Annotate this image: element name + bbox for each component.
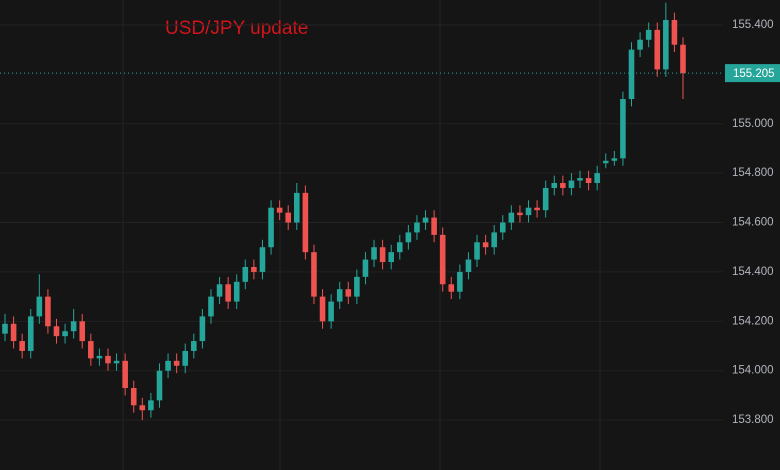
- candle-body: [620, 99, 626, 159]
- candle-body: [302, 192, 309, 253]
- candle-body: [70, 321, 77, 332]
- candle-body: [542, 187, 549, 211]
- candle-body: [233, 281, 240, 302]
- candle-body: [285, 212, 292, 223]
- candle-body: [568, 180, 575, 188]
- candle-body: [611, 158, 618, 161]
- candle-body: [122, 360, 128, 389]
- candle-body: [36, 296, 43, 317]
- y-tick-label: 154.400: [732, 266, 774, 278]
- candle-body: [379, 247, 386, 263]
- candle-body: [345, 289, 352, 297]
- candle-body: [225, 284, 231, 302]
- candle-body: [10, 323, 17, 342]
- candle-body: [628, 49, 635, 100]
- candle-body: [388, 252, 394, 263]
- candle-body: [19, 341, 25, 351]
- candle-body: [371, 247, 377, 260]
- y-tick-label: 155.000: [732, 118, 774, 130]
- last-price-label: 155.205: [733, 68, 775, 80]
- candle-body: [439, 234, 446, 285]
- candle-body: [165, 360, 171, 371]
- candle-body: [148, 400, 154, 411]
- candle-body: [319, 296, 326, 322]
- candle-body: [259, 247, 266, 272]
- candle-body: [336, 289, 343, 302]
- candle-body: [508, 212, 515, 223]
- candle-body: [551, 183, 558, 188]
- y-tick-label: 153.800: [732, 414, 774, 426]
- candle-body: [517, 212, 523, 216]
- y-tick-label: 155.400: [732, 19, 774, 31]
- last-price-box: [725, 64, 780, 83]
- y-tick-label: 154.600: [732, 217, 774, 229]
- candle-body: [465, 259, 472, 272]
- candle-body: [637, 39, 643, 50]
- candle-body: [405, 232, 412, 243]
- y-tick-label: 154.000: [732, 365, 774, 377]
- candle-body: [88, 341, 94, 359]
- candle-body: [173, 360, 180, 366]
- candle-body: [525, 207, 532, 216]
- candle-body: [354, 276, 360, 297]
- candle-body: [294, 192, 300, 223]
- y-tick-label: 154.800: [732, 167, 774, 179]
- candle-body: [328, 301, 334, 322]
- candle-body: [594, 173, 600, 184]
- candle-body: [79, 321, 86, 342]
- candle-body: [199, 316, 206, 342]
- candle-body: [585, 178, 592, 184]
- candle-body: [113, 360, 120, 364]
- candle-body: [208, 296, 214, 317]
- candle-body: [431, 217, 437, 235]
- candle-body: [53, 326, 60, 337]
- candle-body: [182, 350, 189, 366]
- candle-body: [276, 207, 283, 213]
- candle-body: [457, 271, 463, 292]
- candle-body: [448, 284, 455, 292]
- candle-body: [560, 183, 566, 188]
- candle-body: [602, 160, 609, 164]
- y-tick-label: 154.200: [732, 315, 774, 327]
- candle-body: [45, 296, 51, 327]
- candle-body: [482, 242, 489, 248]
- candle-body: [242, 266, 249, 282]
- candle-body: [362, 259, 369, 277]
- candle-body: [216, 284, 223, 297]
- candle-body: [671, 20, 678, 45]
- candle-body: [396, 242, 403, 253]
- candle-body: [654, 29, 661, 70]
- candle-body: [680, 44, 686, 74]
- candle-body: [27, 316, 34, 351]
- candle-body: [534, 207, 540, 211]
- candle-body: [96, 355, 103, 359]
- candle-body: [414, 222, 420, 233]
- candle-body: [156, 370, 163, 401]
- candle-body: [422, 217, 429, 223]
- candle-body: [105, 355, 111, 364]
- candle-body: [645, 29, 652, 40]
- candle-body: [139, 405, 146, 411]
- candle-body: [2, 323, 8, 334]
- candle-body: [191, 341, 197, 351]
- candle-body: [311, 252, 317, 297]
- candle-body: [268, 207, 274, 248]
- candle-body: [663, 20, 669, 70]
- candle-body: [491, 232, 497, 248]
- candle-body: [577, 178, 583, 181]
- candle-body: [62, 331, 68, 337]
- candle-body: [130, 388, 137, 406]
- candle-body: [251, 266, 257, 272]
- chart-title: USD/JPY update: [165, 18, 308, 39]
- candle-body: [474, 242, 480, 260]
- candle-body: [499, 222, 506, 233]
